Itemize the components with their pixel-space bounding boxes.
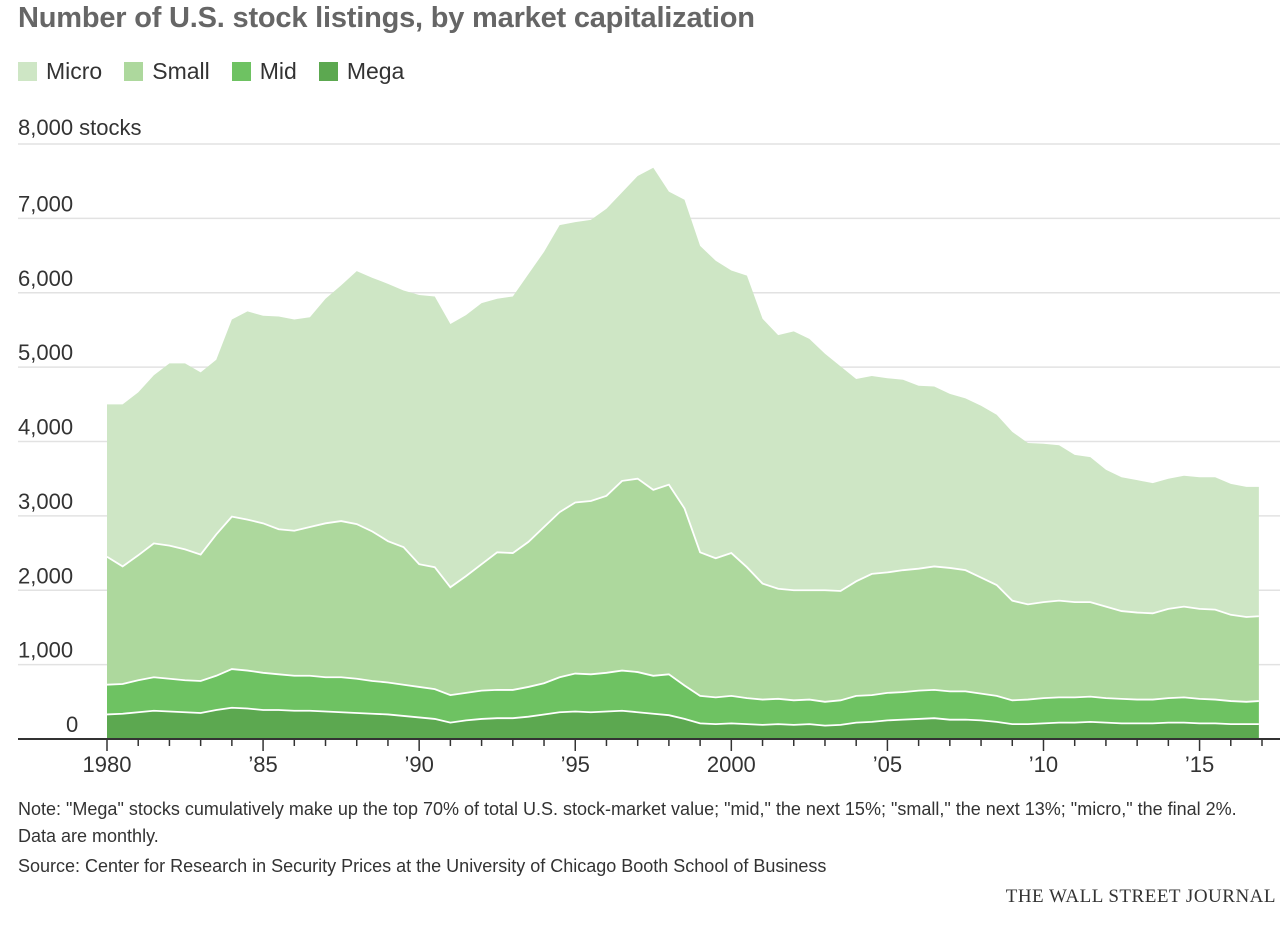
area-mid [107, 669, 1259, 726]
y-axis-label: 8,000 stocks [18, 115, 142, 140]
axis-labels: 0 1,000 2,000 3,000 4,000 5,000 6,000 7,000 8,00… [18, 115, 1214, 777]
y-tick-label: 0 [66, 712, 78, 737]
x-tick-label: ’95 [561, 752, 590, 777]
x-tick-label: ’85 [248, 752, 277, 777]
area-small [107, 478, 1259, 702]
x-tick-label: 2000 [707, 752, 756, 777]
legend-item-micro: Micro [18, 58, 102, 85]
boundary-line-mega [106, 706, 1259, 727]
x-tick-label: ’10 [1029, 752, 1058, 777]
legend-label-mid: Mid [259, 57, 297, 84]
y-tick-label: 3,000 [18, 489, 73, 514]
legend-label-mega: Mega [346, 57, 405, 84]
y-tick-label: 7,000 [18, 191, 73, 216]
y-tick-label: 2,000 [18, 563, 73, 588]
publisher-credit: THE WALL STREET JOURNAL [1005, 886, 1276, 907]
y-tick-label: 1,000 [18, 638, 73, 663]
x-tick-label: 1980 [83, 752, 132, 777]
y-tick-label: 5,000 [18, 340, 73, 365]
legend-label-micro: Micro [46, 57, 103, 84]
legend-item-mega: Mega [318, 57, 405, 85]
x-axis [18, 738, 1280, 751]
area-micro [107, 167, 1259, 618]
chart-plot: 0 1,000 2,000 3,000 4,000 5,000 6,000 7,000 8,00… [18, 115, 1280, 777]
legend-swatch-small [124, 61, 144, 81]
legend-swatch-mega [318, 61, 338, 81]
legend-item-small: Small [124, 58, 210, 85]
legend-swatch-micro [18, 61, 37, 81]
legend-label-small: Small [152, 57, 210, 84]
y-tick-label: 4,000 [18, 415, 73, 440]
x-tick-label: ’90 [404, 752, 433, 777]
chart-source: Source: Center for Research in Security … [18, 856, 827, 876]
boundary-line-mid [106, 668, 1259, 703]
y-tick-label: 6,000 [18, 266, 73, 291]
legend: Micro Small Mid Mega [18, 56, 426, 86]
boundary-line-small [106, 477, 1259, 618]
chart-note: Note: "Mega" stocks cumulatively make up… [18, 799, 1237, 846]
legend-swatch-mid [231, 61, 251, 81]
x-tick-label: ’05 [873, 752, 902, 777]
x-tick-label: ’15 [1185, 752, 1214, 777]
stacked-areas [106, 167, 1259, 739]
legend-item-mid: Mid [231, 57, 297, 85]
chart-title: Number of U.S. stock listings, by market… [18, 2, 755, 34]
